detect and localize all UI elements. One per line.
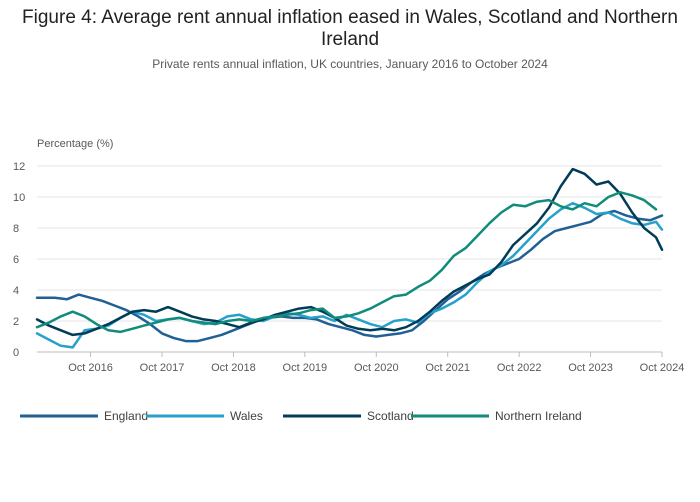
x-tick-label: Oct 2019 [283,362,328,374]
series-line-england [35,209,664,343]
x-axis-ticks: Oct 2016 Oct 2017 Oct 2018 Oct 2019 Oct 2020… [68,352,684,374]
y-axis-ticks: 0 2 4 6 8 10 12 [13,161,25,359]
x-tick-label: Oct 2018 [211,362,256,374]
legend: England Wales Scotland Northern Ireland [20,409,582,423]
y-axis-label: Percentage (%) [37,138,113,150]
series-lines [35,167,664,349]
legend-label-england: England [104,409,148,423]
chart-title: Figure 4: Average rent annual inflation … [22,7,678,50]
y-tick-label: 8 [13,223,19,235]
y-tick-label: 4 [13,285,19,297]
x-tick-label: Oct 2023 [568,362,613,374]
x-tick-label: Oct 2020 [354,362,399,374]
gridlines [37,165,662,353]
y-tick-label: 0 [13,347,19,359]
legend-label-northern-ireland: Northern Ireland [495,409,582,423]
x-tick-label: Oct 2017 [140,362,185,374]
y-tick-label: 10 [13,192,25,204]
x-tick-label: Oct 2024 [640,362,685,374]
series-line-northern-ireland [35,191,658,334]
series-line-scotland [35,167,664,337]
y-tick-label: 12 [13,161,25,173]
y-tick-label: 2 [13,316,19,328]
x-tick-label: Oct 2022 [497,362,542,374]
y-tick-label: 6 [13,254,19,266]
x-tick-label: Oct 2016 [68,362,113,374]
x-tick-label: Oct 2021 [425,362,470,374]
chart-subtitle: Private rents annual inflation, UK count… [152,57,548,71]
legend-label-scotland: Scotland [367,409,414,423]
series-line-wales [35,201,664,349]
legend-label-wales: Wales [230,409,263,423]
